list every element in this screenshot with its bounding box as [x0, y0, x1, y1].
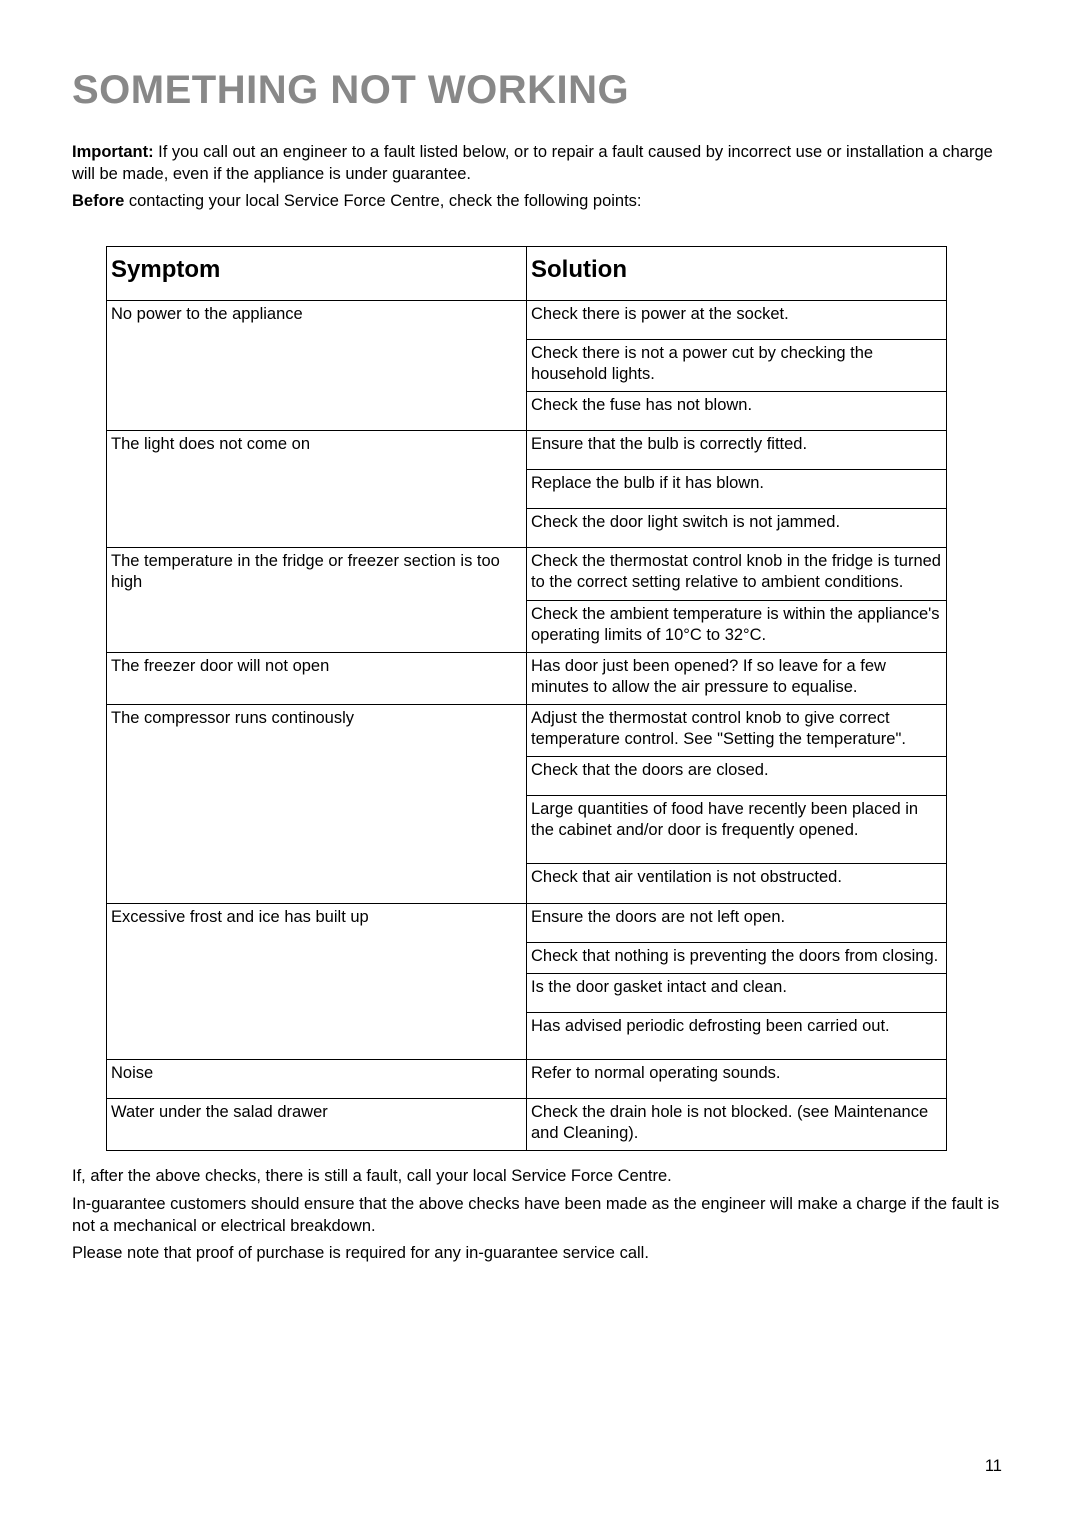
footer-paragraph-1: If, after the above checks, there is sti… [72, 1165, 1008, 1187]
solution-cell: Check that nothing is preventing the doo… [527, 942, 947, 973]
table-row: The freezer door will not open Has door … [107, 652, 947, 704]
solution-cell: Check that the doors are closed. [527, 757, 947, 796]
header-solution: Solution [527, 246, 947, 300]
solution-cell: Check the drain hole is not blocked. (se… [527, 1099, 947, 1151]
table-row: The light does not come on Ensure that t… [107, 430, 947, 469]
intro-before-label: Before [72, 192, 124, 210]
table-row: Excessive frost and ice has built up Ens… [107, 903, 947, 942]
table-body: No power to the appliance Check there is… [107, 300, 947, 1151]
intro-text-1: If you call out an engineer to a fault l… [72, 143, 993, 183]
solution-cell: Has door just been opened? If so leave f… [527, 652, 947, 704]
symptom-cell: Noise [107, 1060, 527, 1099]
table-row: The temperature in the fridge or freezer… [107, 548, 947, 600]
solution-cell: Check that air ventilation is not obstru… [527, 864, 947, 903]
solution-cell: Check there is power at the socket. [527, 300, 947, 339]
table-row: No power to the appliance Check there is… [107, 300, 947, 339]
symptom-cell: Water under the salad drawer [107, 1099, 527, 1151]
symptom-cell: The freezer door will not open [107, 652, 527, 704]
symptom-cell: No power to the appliance [107, 300, 527, 430]
solution-cell: Replace the bulb if it has blown. [527, 470, 947, 509]
solution-cell: Is the door gasket intact and clean. [527, 973, 947, 1012]
troubleshoot-table: Symptom Solution No power to the applian… [106, 246, 947, 1152]
header-symptom: Symptom [107, 246, 527, 300]
intro-important-label: Important: [72, 143, 154, 161]
solution-cell: Check there is not a power cut by checki… [527, 339, 947, 391]
table-header-row: Symptom Solution [107, 246, 947, 300]
solution-cell: Check the door light switch is not jamme… [527, 509, 947, 548]
footer-block: If, after the above checks, there is sti… [72, 1165, 1008, 1264]
solution-cell: Ensure the doors are not left open. [527, 903, 947, 942]
intro-paragraph-2: Before contacting your local Service For… [72, 190, 1008, 212]
table-row: Noise Refer to normal operating sounds. [107, 1060, 947, 1099]
symptom-cell: The light does not come on [107, 430, 527, 547]
solution-cell: Check the thermostat control knob in the… [527, 548, 947, 600]
solution-cell: Ensure that the bulb is correctly fitted… [527, 430, 947, 469]
solution-cell: Refer to normal operating sounds. [527, 1060, 947, 1099]
intro-paragraph-1: Important: If you call out an engineer t… [72, 141, 1008, 186]
symptom-cell: The compressor runs continously [107, 704, 527, 903]
footer-paragraph-3: Please note that proof of purchase is re… [72, 1242, 1008, 1264]
symptom-cell: Excessive frost and ice has built up [107, 903, 527, 1059]
solution-cell: Large quantities of food have recently b… [527, 796, 947, 864]
solution-cell: Check the fuse has not blown. [527, 391, 947, 430]
symptom-cell: The temperature in the fridge or freezer… [107, 548, 527, 652]
table-row: Water under the salad drawer Check the d… [107, 1099, 947, 1151]
footer-paragraph-2: In-guarantee customers should ensure tha… [72, 1193, 1008, 1238]
solution-cell: Adjust the thermostat control knob to gi… [527, 704, 947, 756]
intro-block: Important: If you call out an engineer t… [72, 141, 1008, 212]
table-row: The compressor runs continously Adjust t… [107, 704, 947, 756]
page-title: SOMETHING NOT WORKING [72, 68, 1008, 113]
solution-cell: Check the ambient temperature is within … [527, 600, 947, 652]
page-number: 11 [985, 1457, 1002, 1476]
solution-cell: Has advised periodic defrosting been car… [527, 1012, 947, 1059]
intro-text-2: contacting your local Service Force Cent… [124, 192, 641, 210]
